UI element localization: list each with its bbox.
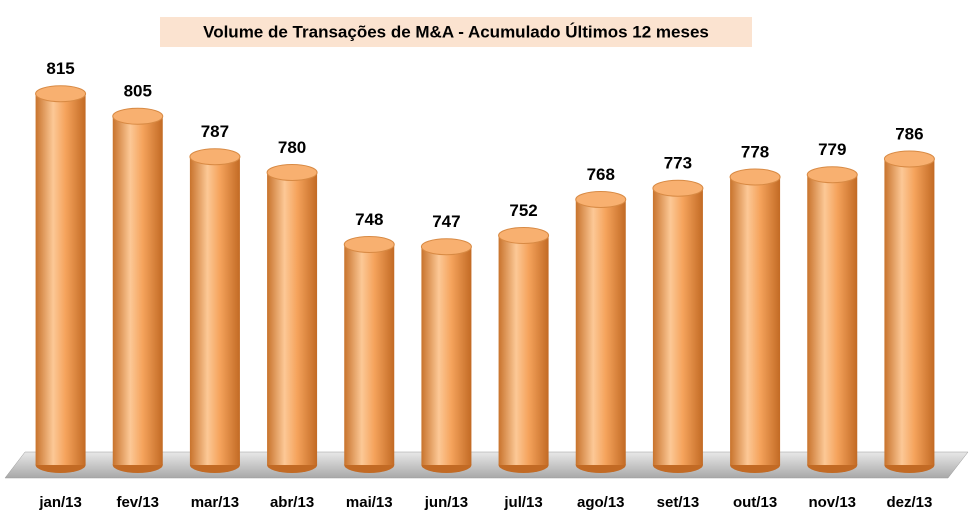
bar	[575, 199, 626, 465]
bar	[652, 188, 703, 465]
value-label: 815	[46, 59, 74, 78]
x-tick-label: jul/13	[503, 494, 542, 511]
value-label: 787	[201, 122, 229, 141]
value-label: 747	[432, 212, 460, 231]
bar	[498, 235, 549, 465]
x-tick-label: dez/13	[886, 494, 932, 511]
x-tick-label: mar/13	[191, 494, 239, 511]
bar-top	[112, 107, 164, 125]
x-tick-label: ago/13	[577, 494, 625, 511]
value-label: 752	[509, 201, 537, 220]
bar-top	[498, 227, 550, 244]
value-label: 786	[895, 124, 923, 143]
bar-top	[420, 238, 472, 256]
x-tick-label: out/13	[733, 494, 777, 511]
title-box	[160, 17, 752, 47]
bar	[112, 116, 163, 465]
bar	[421, 246, 472, 465]
chart-title: Volume de Transações de M&A - Acumulado …	[203, 22, 709, 41]
x-tick-label: abr/13	[270, 494, 314, 511]
bar-top	[189, 148, 241, 166]
bar	[35, 93, 86, 465]
bar-top	[35, 85, 87, 103]
bar	[807, 174, 858, 465]
bar-top	[806, 166, 858, 184]
bar-top	[652, 179, 704, 197]
x-tick-label: jan/13	[38, 494, 82, 511]
bar	[267, 172, 318, 465]
value-label: 778	[741, 142, 769, 161]
x-tick-label: nov/13	[808, 494, 856, 511]
value-label: 768	[587, 165, 615, 184]
bar	[730, 177, 781, 465]
x-tick-label: fev/13	[116, 494, 159, 511]
bar	[884, 159, 935, 465]
bar-top	[575, 191, 627, 208]
bar-top	[343, 236, 395, 253]
value-label: 805	[124, 82, 152, 101]
value-label: 780	[278, 138, 306, 157]
bar-top	[266, 164, 318, 181]
x-tick-label: set/13	[657, 494, 700, 511]
bar-top	[883, 150, 935, 168]
bar-top	[729, 168, 781, 186]
bar	[344, 244, 395, 465]
x-tick-label: mai/13	[346, 494, 393, 511]
value-label: 773	[664, 154, 692, 173]
value-label: 748	[355, 210, 383, 229]
bar	[189, 156, 240, 465]
x-tick-label: jun/13	[424, 494, 468, 511]
value-label: 779	[818, 140, 846, 159]
